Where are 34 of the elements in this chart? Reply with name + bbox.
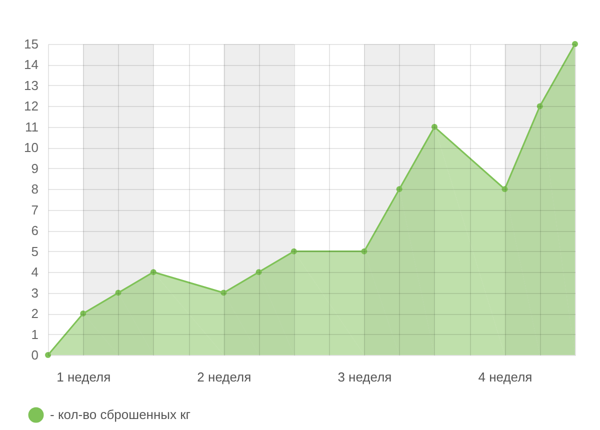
x-tick-label: 3 неделя [338, 370, 392, 384]
y-tick-label: 1 [31, 326, 38, 342]
x-tick-label: 1 неделя [56, 370, 111, 384]
point [396, 186, 402, 192]
point [115, 290, 122, 296]
y-tick-label: 12 [24, 98, 38, 114]
y-tick-label: 5 [31, 244, 38, 259]
y-tick-label: 2 [31, 306, 38, 322]
y-tick-label: 7 [31, 202, 38, 218]
y-tick-label: 13 [24, 78, 38, 93]
point [150, 269, 156, 276]
point [45, 352, 51, 358]
legend-label: - кол-во сброшенных кг [50, 407, 191, 422]
point [361, 248, 368, 254]
y-tick-label: 8 [31, 182, 38, 197]
y-tick-label: 9 [31, 160, 38, 176]
y-tick-label: 0 [31, 348, 38, 362]
point [80, 310, 86, 317]
y-tick-label: 6 [31, 223, 38, 238]
y-tick-label: 10 [24, 140, 38, 156]
point [536, 103, 543, 110]
y-tick-label: 3 [31, 285, 38, 300]
x-tick-label: 4 неделя [478, 370, 532, 384]
x-tick-label: 2 неделя [197, 370, 252, 384]
point [290, 248, 297, 254]
point [502, 186, 508, 192]
y-tick-label: 4 [31, 264, 38, 280]
point [431, 124, 438, 130]
point [220, 290, 227, 296]
y-tick-label: 15 [24, 36, 38, 52]
point [256, 269, 262, 276]
y-tick-label: 14 [24, 57, 38, 72]
y-tick-label: 11 [25, 119, 38, 134]
point [572, 41, 578, 47]
